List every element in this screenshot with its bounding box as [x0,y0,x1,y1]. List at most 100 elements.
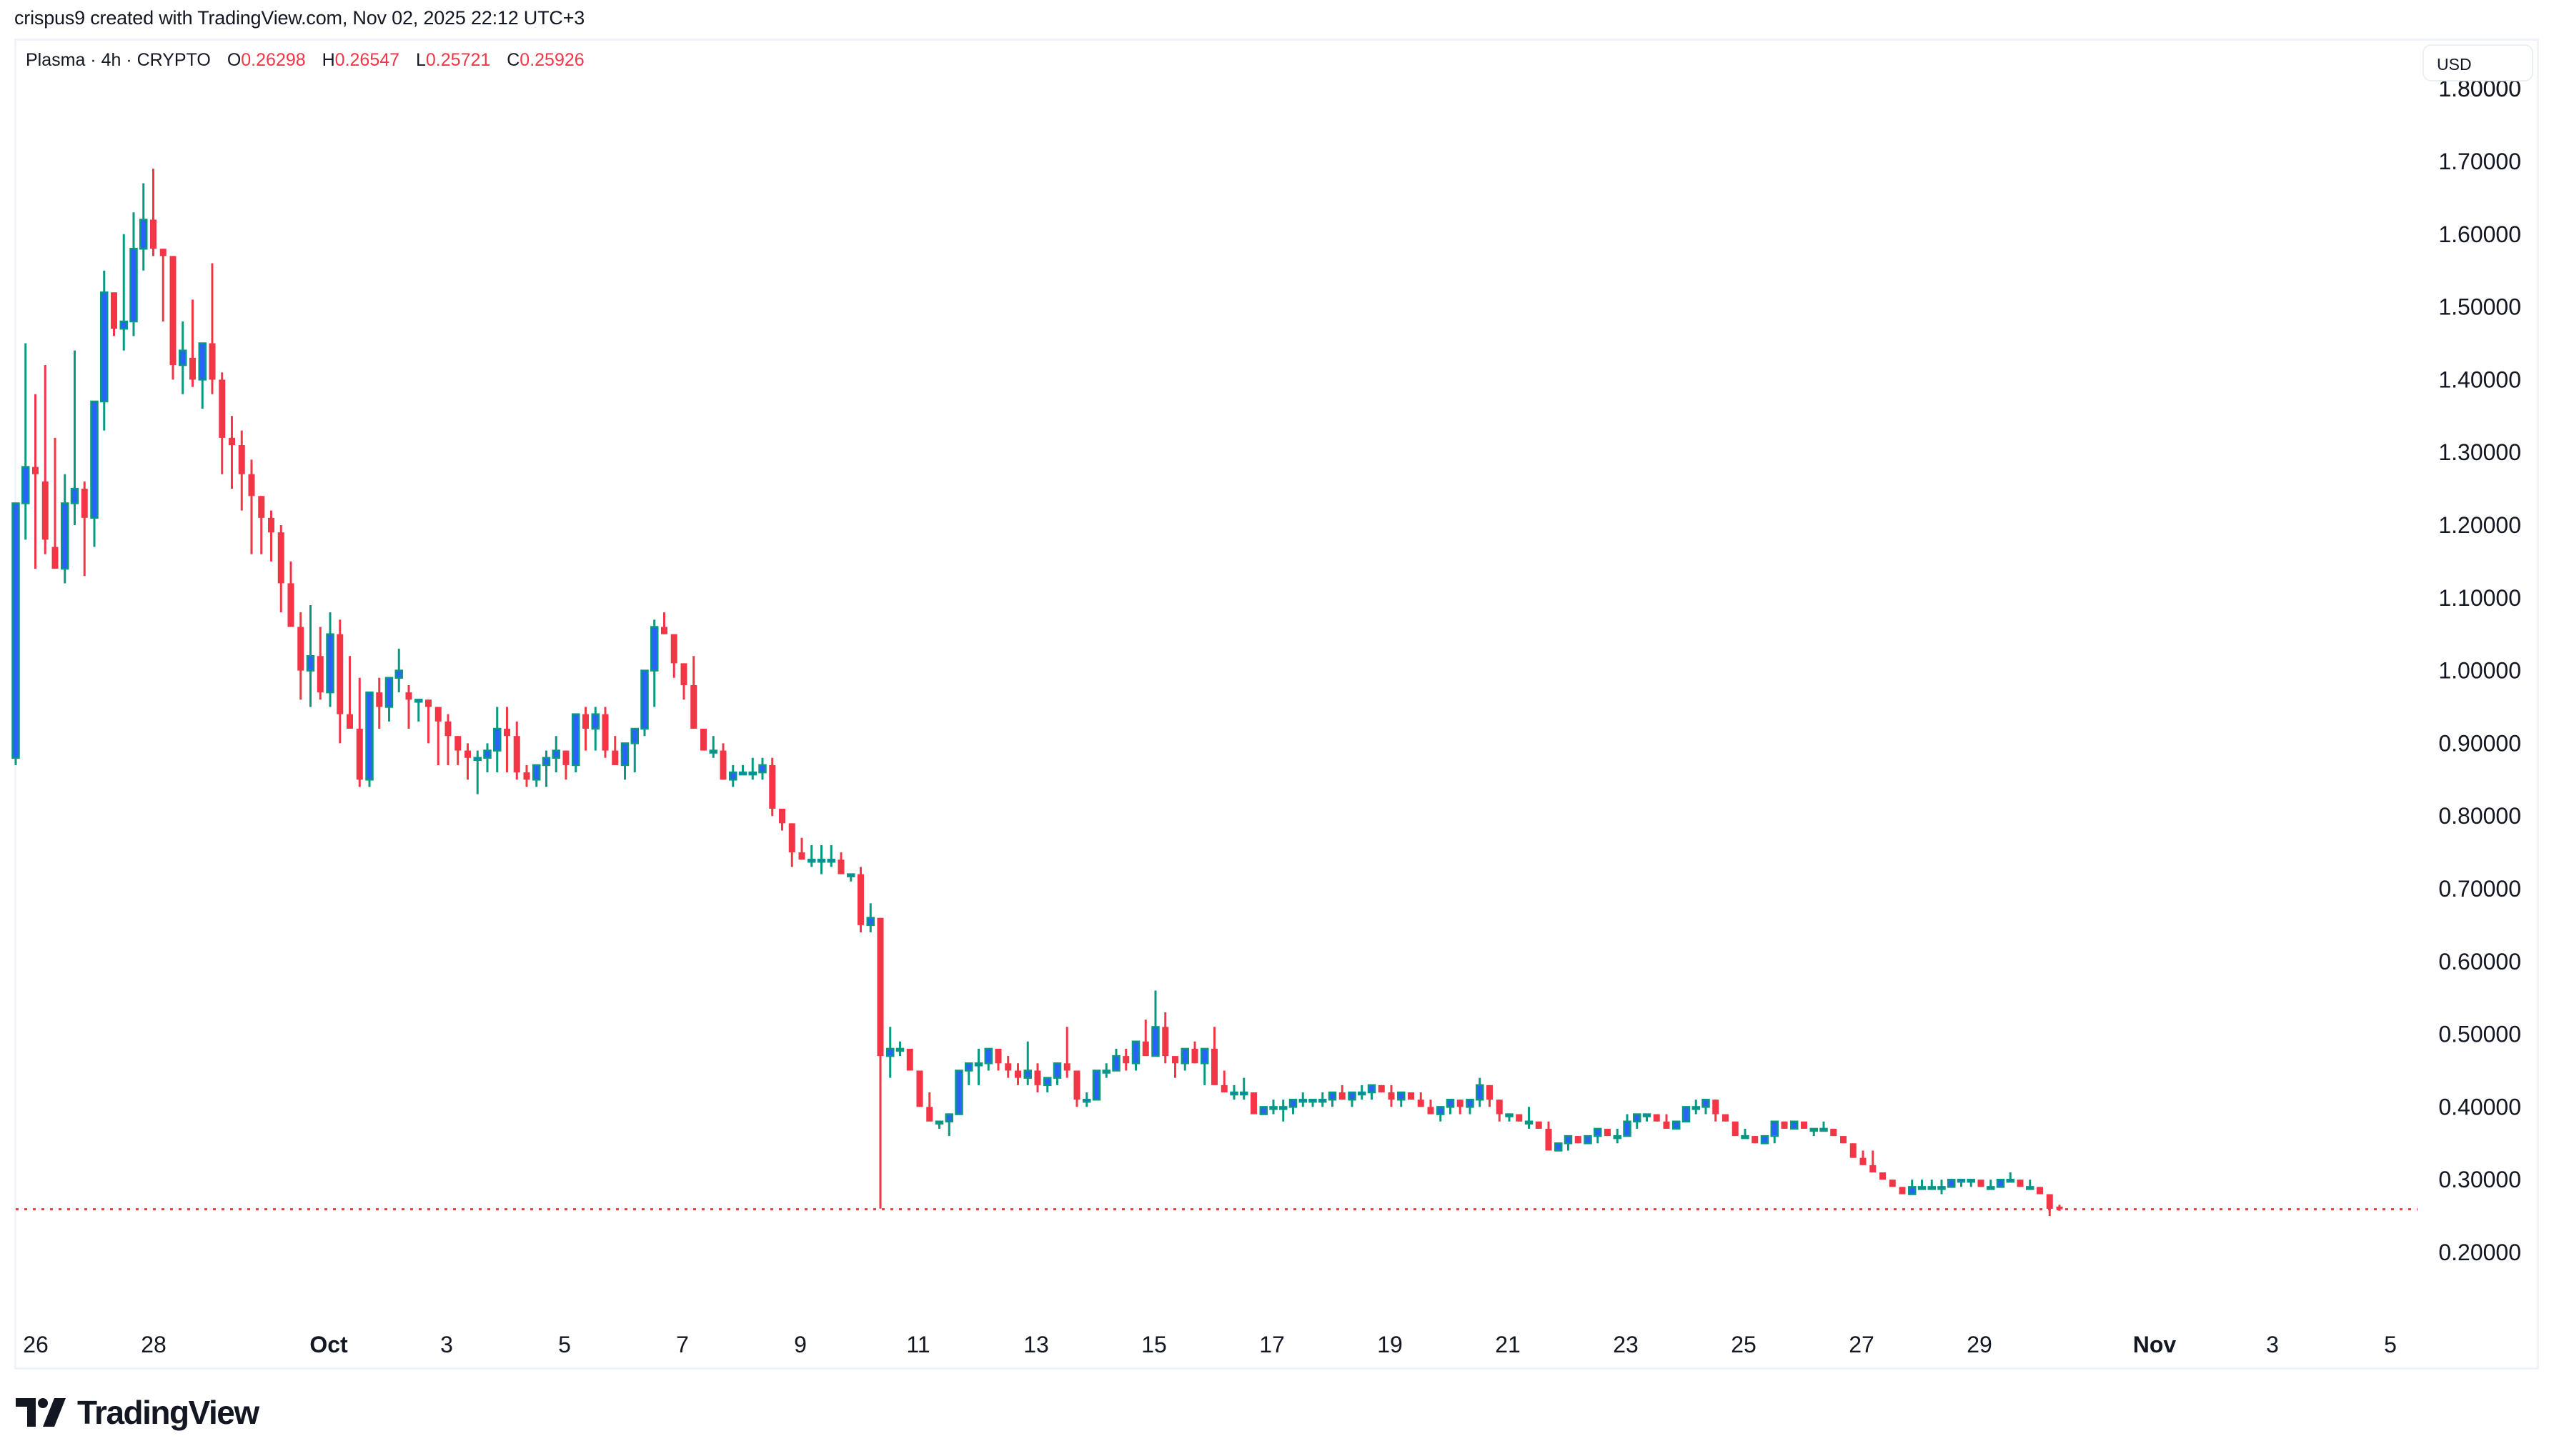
candle-body[interactable] [1642,1113,1651,1117]
candle-body[interactable] [1102,1069,1110,1074]
candle-body[interactable] [1240,1091,1248,1096]
candle-body[interactable] [965,1062,973,1072]
candle-body[interactable] [1801,1121,1807,1129]
candle-body[interactable] [70,487,79,504]
price-axis[interactable]: 1.800001.700001.600001.500001.400001.300… [2438,76,2521,1265]
candle-body[interactable] [974,1062,983,1067]
candle-body[interactable] [1318,1098,1327,1103]
candle-body[interactable] [297,627,304,671]
candle-body[interactable] [425,699,432,707]
candle-body[interactable] [1869,1165,1877,1173]
candle-body[interactable] [582,714,589,729]
candle-body[interactable] [464,750,471,758]
candle-body[interactable] [1691,1106,1700,1110]
candle-body[interactable] [1221,1084,1228,1093]
candle-body[interactable] [1338,1092,1346,1100]
candle-body[interactable] [159,249,167,256]
candle-body[interactable] [1908,1186,1917,1195]
candle-body[interactable] [473,757,482,762]
candle-body[interactable] [720,750,727,780]
candle-body[interactable] [1741,1135,1749,1140]
candle-body[interactable] [504,729,510,737]
candle-body[interactable] [1486,1084,1493,1100]
currency-badge[interactable]: USD [2423,44,2533,81]
candle-body[interactable] [61,502,69,570]
candle-body[interactable] [1947,1178,1956,1188]
candle-body[interactable] [858,874,864,925]
candle-body[interactable] [1535,1121,1542,1129]
candle-body[interactable] [1397,1091,1406,1101]
candle-body[interactable] [542,757,551,767]
candle-body[interactable] [1308,1098,1317,1103]
candle-body[interactable] [738,771,747,776]
candle-body[interactable] [2026,1186,2034,1190]
candle-body[interactable] [955,1069,963,1115]
candle-body[interactable] [1545,1128,1552,1151]
candle-body[interactable] [748,771,757,776]
candle-body[interactable] [1063,1063,1070,1071]
candle-body[interactable] [1889,1180,1896,1187]
candle-body[interactable] [769,764,776,809]
candle-body[interactable] [1005,1063,1012,1071]
candle-body[interactable] [347,714,353,729]
candle-body[interactable] [523,772,530,780]
candle-body[interactable] [21,466,30,504]
candle-body[interactable] [1367,1084,1376,1094]
candle-body[interactable] [808,859,816,863]
candle-body[interactable] [1967,1178,1975,1183]
candle-body[interactable] [384,677,394,708]
candle-body[interactable] [650,626,659,672]
candle-body[interactable] [1476,1084,1484,1101]
candle-body[interactable] [169,256,177,366]
candle-body[interactable] [1142,1041,1149,1057]
candle-body[interactable] [189,357,196,380]
candle-body[interactable] [552,749,560,759]
candle-body[interactable] [788,823,795,853]
candle-body[interactable] [945,1113,953,1123]
candle-body[interactable] [1790,1120,1799,1130]
candle-body[interactable] [483,749,492,759]
candle-body[interactable] [984,1047,993,1064]
candle-body[interactable] [1496,1100,1503,1115]
candle-body[interactable] [1996,1178,2005,1188]
candle-body[interactable] [434,707,442,722]
candle-body[interactable] [906,1048,913,1071]
candle-body[interactable] [32,467,39,474]
candle-body[interactable] [139,219,148,250]
candle-body[interactable] [1172,1056,1178,1064]
candle-body[interactable] [1279,1106,1288,1110]
candle-body[interactable] [1015,1070,1021,1078]
candle-body[interactable] [1378,1084,1385,1093]
candle-body[interactable] [1760,1135,1769,1145]
candle-body[interactable] [1211,1048,1218,1085]
candle-body[interactable] [219,379,226,438]
candle-body[interactable] [41,481,49,540]
candle-body[interactable] [454,736,462,751]
candle-body[interactable] [1937,1186,1946,1190]
candle-body[interactable] [1770,1120,1779,1137]
candle-body[interactable] [1987,1186,1995,1190]
chart-frame[interactable] [14,39,2539,1370]
candle-body[interactable] [365,691,374,781]
candle-body[interactable] [1899,1187,1906,1195]
candle-body[interactable] [1288,1098,1298,1108]
candle-body[interactable] [995,1048,1002,1064]
candle-body[interactable] [661,627,667,634]
candle-body[interactable] [1181,1047,1189,1064]
candle-body[interactable] [1584,1135,1592,1145]
candle-body[interactable] [198,342,207,381]
candle-body[interactable] [630,727,639,744]
candle-body[interactable] [1712,1100,1719,1115]
candle-body[interactable] [1053,1062,1062,1079]
candle-body[interactable] [1977,1180,1984,1187]
candle-body[interactable] [337,634,344,714]
candle-body[interactable] [612,750,619,765]
candle-body[interactable] [1388,1092,1395,1100]
candle-body[interactable] [444,721,452,737]
candle-body[interactable] [1358,1091,1366,1096]
candle-body[interactable] [1604,1128,1611,1137]
candle-body[interactable] [838,859,845,874]
candle-body[interactable] [317,656,324,693]
candle-body[interactable] [1927,1186,1936,1190]
